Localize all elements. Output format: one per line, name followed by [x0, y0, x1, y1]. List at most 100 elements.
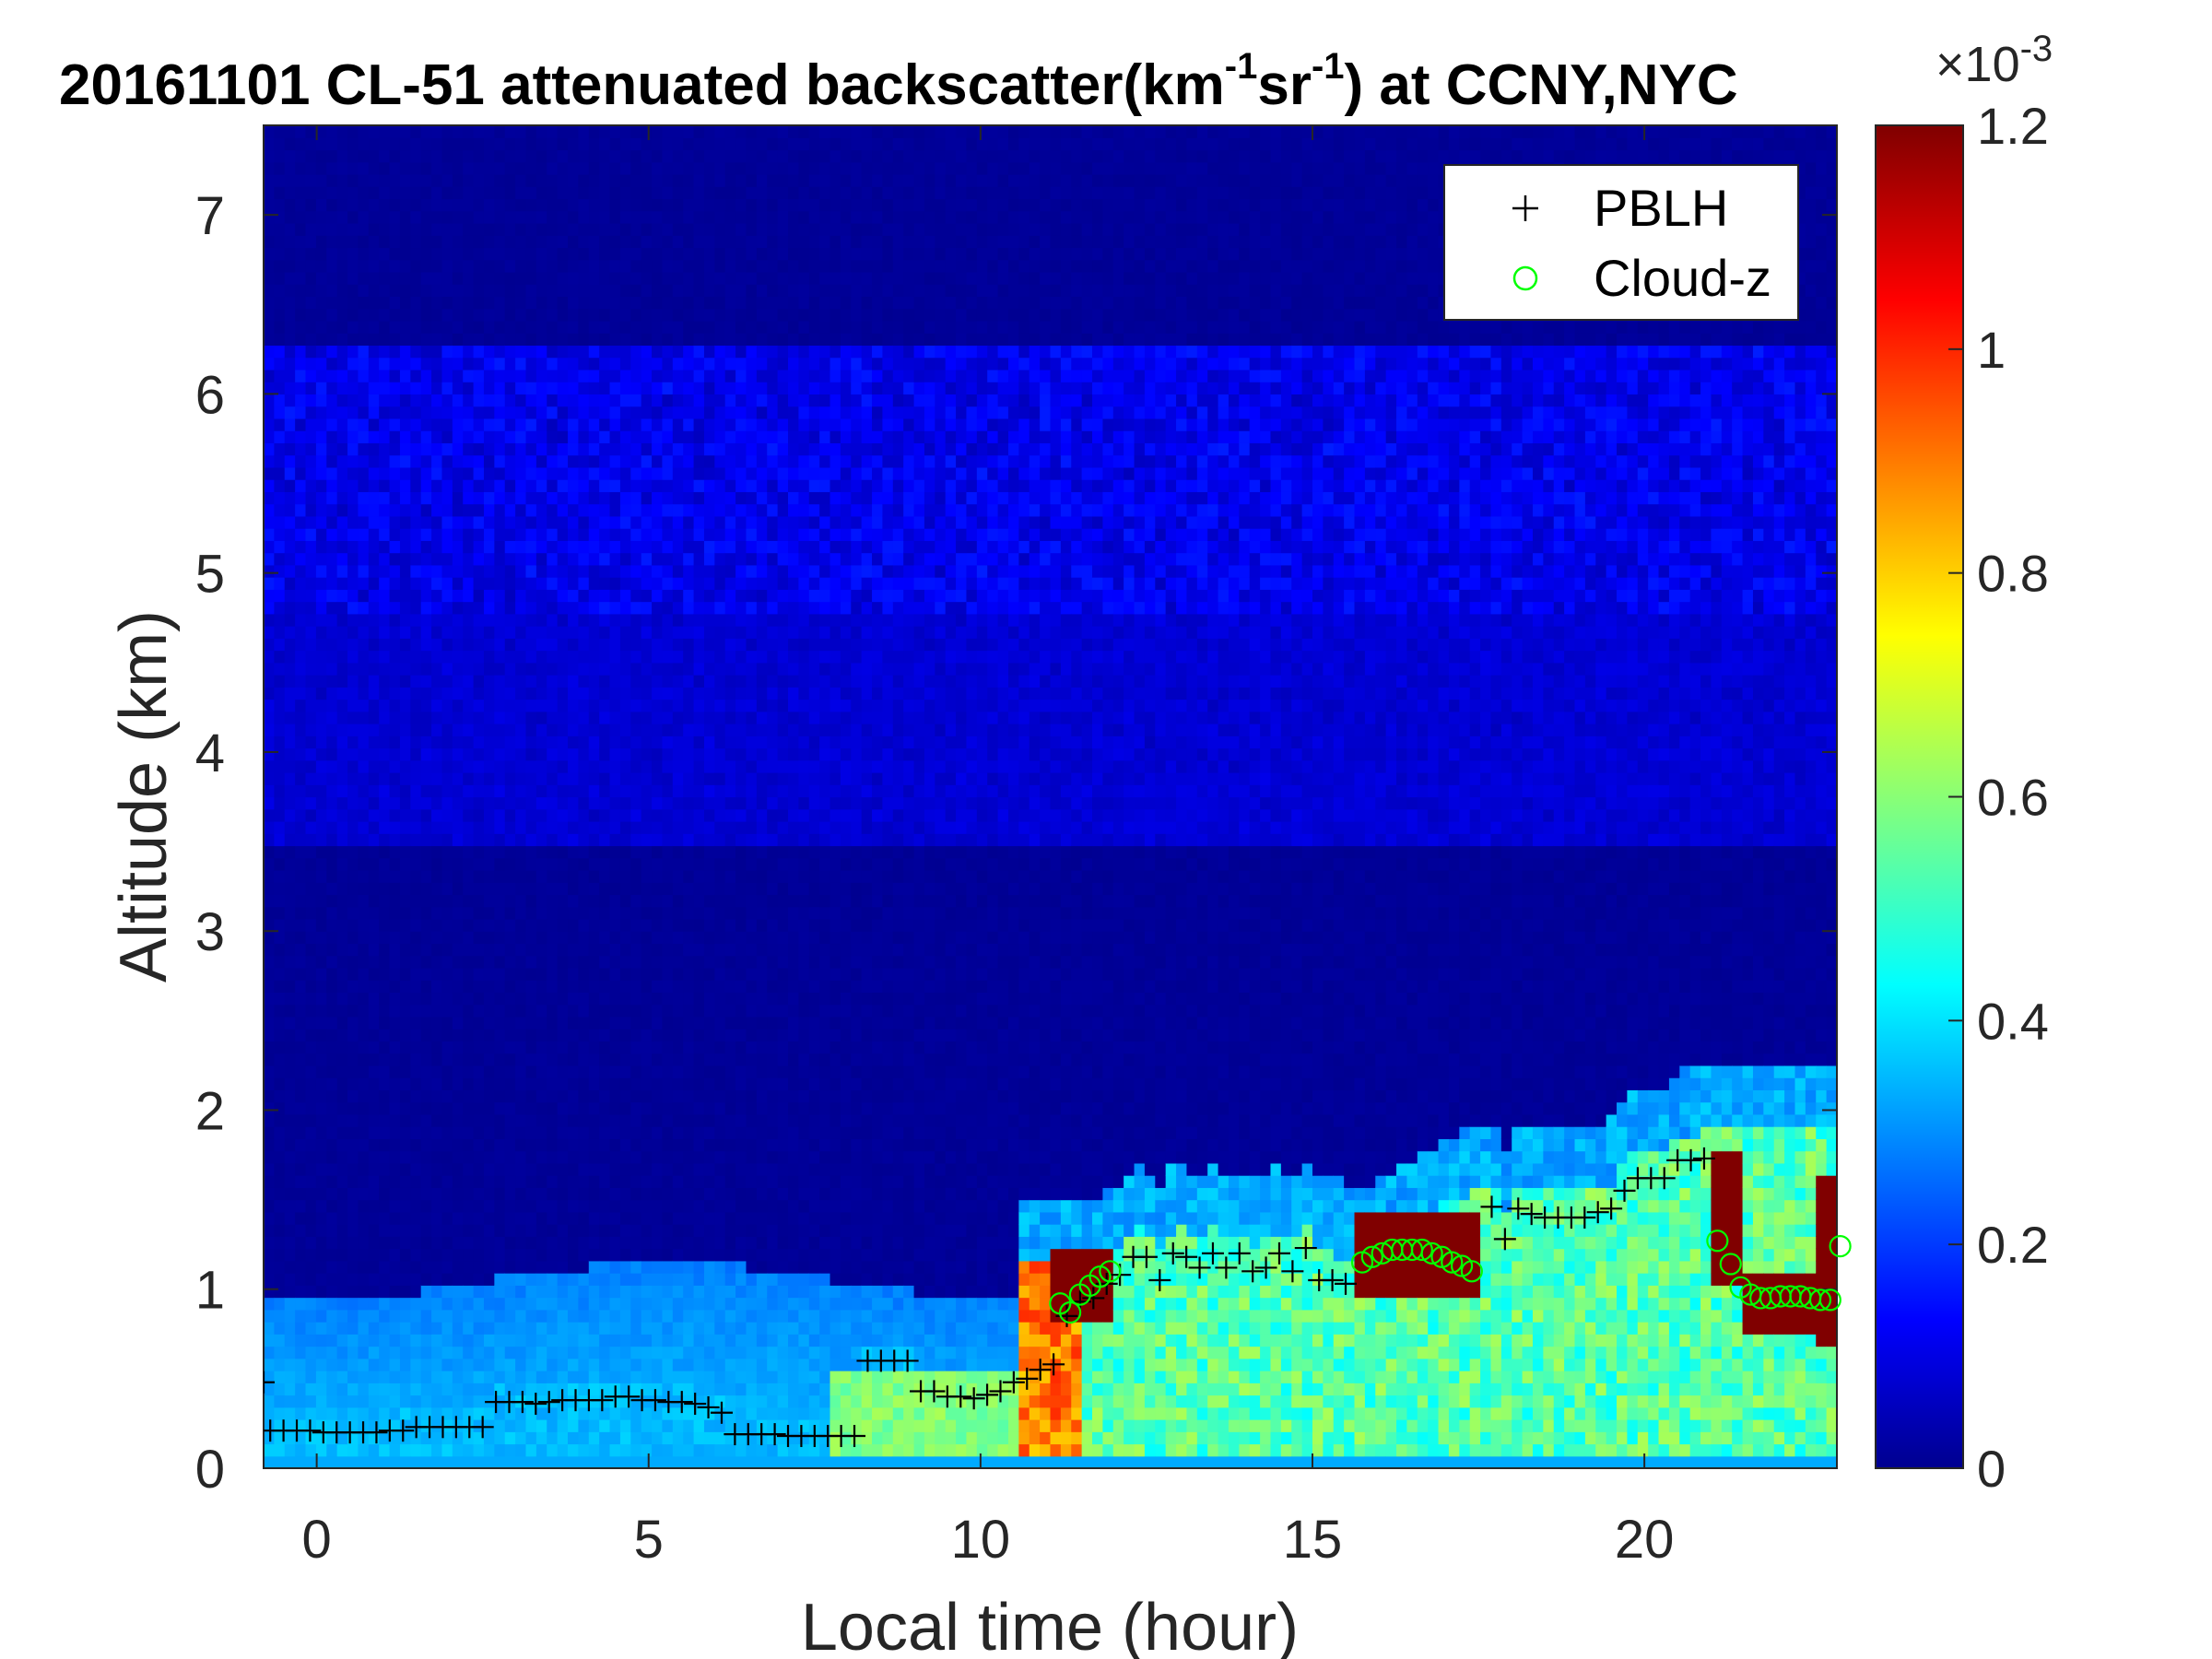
heatmap-cell	[463, 125, 475, 138]
heatmap-cell	[452, 1199, 464, 1213]
heatmap-cell	[515, 772, 527, 785]
heatmap-cell	[483, 247, 495, 261]
heatmap-cell	[525, 1211, 537, 1225]
heatmap-cell	[452, 735, 464, 749]
heatmap-cell	[264, 992, 275, 1006]
heatmap-cell	[305, 747, 317, 761]
heatmap-cell	[525, 626, 537, 639]
heatmap-cell	[515, 406, 527, 419]
heatmap-cell	[588, 357, 600, 371]
heatmap-cell	[535, 394, 547, 407]
heatmap-cell	[652, 1236, 664, 1250]
heatmap-cell	[641, 1285, 653, 1299]
heatmap-cell	[441, 125, 453, 138]
heatmap-cell	[463, 308, 475, 322]
heatmap-cell	[326, 894, 338, 908]
heatmap-cell	[703, 308, 715, 322]
heatmap-cell	[714, 1248, 726, 1262]
heatmap-cell	[379, 735, 391, 749]
heatmap-cell	[683, 650, 695, 664]
heatmap-cell	[336, 1455, 348, 1468]
heatmap-cell	[274, 149, 286, 163]
heatmap-cell	[483, 613, 495, 627]
heatmap-cell	[724, 198, 736, 212]
heatmap-cell	[588, 515, 600, 529]
heatmap-cell	[672, 173, 684, 187]
heatmap-cell	[557, 1199, 569, 1213]
heatmap-cell	[264, 515, 275, 529]
heatmap-cell	[641, 857, 653, 871]
heatmap-cell	[683, 161, 695, 175]
heatmap-cell	[399, 137, 411, 151]
heatmap-cell	[568, 479, 579, 492]
heatmap-cell	[662, 967, 674, 981]
heatmap-cell	[578, 943, 590, 957]
heatmap-cell	[599, 491, 611, 505]
heatmap-cell	[463, 284, 475, 298]
heatmap-cell	[662, 345, 674, 359]
heatmap-cell	[599, 1455, 611, 1468]
heatmap-cell	[599, 1382, 611, 1396]
heatmap-cell	[515, 235, 527, 249]
heatmap-cell	[557, 943, 569, 957]
heatmap-cell	[652, 528, 664, 541]
heatmap-cell	[441, 528, 453, 541]
heatmap-cell	[389, 711, 401, 724]
heatmap-cell	[494, 1297, 506, 1311]
heatmap-cell	[693, 1224, 705, 1237]
heatmap-cell	[735, 1236, 747, 1250]
heatmap-cell	[494, 1053, 506, 1066]
heatmap-cell	[347, 772, 359, 785]
heatmap-cell	[683, 784, 695, 798]
heatmap-cell	[284, 882, 296, 896]
heatmap-cell	[703, 808, 715, 822]
heatmap-cell	[379, 724, 391, 736]
heatmap-cell	[494, 869, 506, 883]
heatmap-cell	[578, 796, 590, 810]
heatmap-cell	[441, 1382, 453, 1396]
heatmap-cell	[452, 186, 464, 200]
heatmap-cell	[264, 186, 275, 200]
heatmap-cell	[483, 308, 495, 322]
heatmap-cell	[525, 235, 537, 249]
heatmap-cell	[284, 259, 296, 273]
heatmap-cell	[358, 1273, 370, 1286]
heatmap-cell	[619, 161, 631, 175]
heatmap-cell	[368, 662, 380, 676]
heatmap-cell	[504, 1431, 516, 1445]
heatmap-cell	[305, 454, 317, 468]
heatmap-cell	[295, 479, 307, 492]
heatmap-cell	[504, 808, 516, 822]
heatmap-cell	[735, 967, 747, 981]
heatmap-cell	[264, 345, 275, 359]
heatmap-cell	[672, 308, 684, 322]
heatmap-cell	[389, 894, 401, 908]
heatmap-cell	[683, 1041, 695, 1054]
heatmap-cell	[315, 1004, 327, 1018]
heatmap-cell	[336, 1004, 348, 1018]
heatmap-cell	[274, 845, 286, 859]
heatmap-cell	[389, 759, 401, 773]
heatmap-cell	[630, 1322, 642, 1335]
heatmap-cell	[431, 1089, 443, 1103]
heatmap-cell	[735, 1224, 747, 1237]
heatmap-cell	[599, 430, 611, 443]
heatmap-cell	[368, 161, 380, 175]
heatmap-cell	[568, 955, 579, 969]
heatmap-cell	[463, 820, 475, 834]
heatmap-cell	[724, 1309, 736, 1323]
heatmap-cell	[347, 1371, 359, 1383]
heatmap-cell	[568, 918, 579, 932]
heatmap-cell	[473, 125, 485, 138]
heatmap-cell	[568, 406, 579, 419]
heatmap-cell	[452, 296, 464, 310]
heatmap-cell	[714, 626, 726, 639]
heatmap-cell	[431, 882, 443, 896]
heatmap-cell	[504, 1371, 516, 1383]
heatmap-cell	[295, 1162, 307, 1176]
heatmap-cell	[515, 479, 527, 492]
heatmap-cell	[295, 284, 307, 298]
heatmap-cell	[347, 442, 359, 456]
heatmap-cell	[347, 808, 359, 822]
heatmap-cell	[473, 186, 485, 200]
